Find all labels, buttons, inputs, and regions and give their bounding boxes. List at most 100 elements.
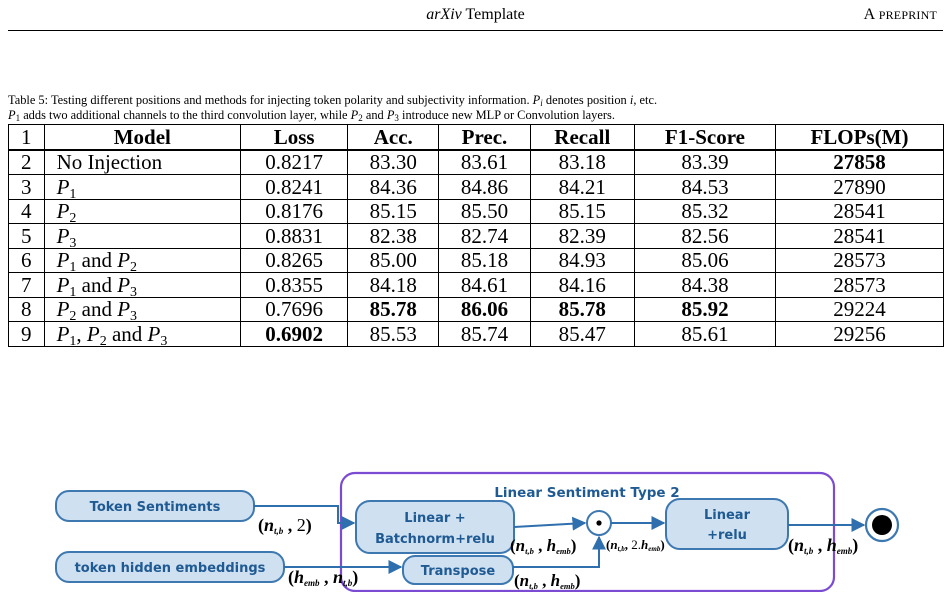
caption-line2b: introduce new MLP or Convolution layers. xyxy=(402,108,615,122)
transpose-label: Transpose xyxy=(421,564,496,579)
caption-line1: Table 5: Testing different positions and… xyxy=(8,93,530,107)
caption-line2a: adds two additional channels to the thir… xyxy=(23,108,348,122)
table-row: 2 No Injection 0.8217 83.30 83.61 83.18 … xyxy=(8,149,945,175)
row-model: P1 and P3 xyxy=(43,272,242,299)
running-title: arXiv Template xyxy=(8,6,943,24)
row-loss: 0.8217 xyxy=(240,149,349,175)
row-index: 2 xyxy=(8,149,45,175)
row-acc: 83.30 xyxy=(347,149,440,175)
shape-label-odot-out: (nt,b, 2.hemb) xyxy=(606,537,665,553)
table-row: 3 P1 0.8241 84.36 84.86 84.21 84.53 2789… xyxy=(8,174,945,201)
table-row: 7 P1 and P3 0.8355 84.18 84.61 84.16 84.… xyxy=(8,272,945,299)
table-header-row: 1 Model Loss Acc. Prec. Recall F1-Score … xyxy=(8,124,945,151)
row-index: 5 xyxy=(8,223,45,249)
caption-i-sub: i xyxy=(540,98,543,108)
caption-denotes: denotes position xyxy=(545,93,627,107)
row-flops: 28541 xyxy=(774,198,945,224)
row-recall: 84.21 xyxy=(529,174,636,200)
row-recall: 85.47 xyxy=(529,321,636,347)
svg-text:(nt,b, 2.hemb): (nt,b, 2.hemb) xyxy=(606,537,665,553)
odot-icon xyxy=(596,520,602,526)
preprint-label-a: A xyxy=(863,6,875,23)
shape-label-sentiments: (nt,b , 2) xyxy=(258,515,312,536)
row-flops: 28573 xyxy=(774,247,945,273)
row-f1: 84.38 xyxy=(634,272,776,298)
row-model: P3 xyxy=(43,223,242,250)
row-prec: 86.06 xyxy=(438,296,531,322)
group-title: Linear Sentiment Type 2 xyxy=(494,485,679,501)
arrow-transpose-to-odot xyxy=(513,535,606,568)
header-prec: Prec. xyxy=(438,124,531,151)
row-loss: 0.6902 xyxy=(240,321,349,347)
row-prec: 85.18 xyxy=(438,247,531,273)
row-loss: 0.8265 xyxy=(240,247,349,273)
row-f1: 85.32 xyxy=(634,198,776,224)
table-row: 5 P3 0.8831 82.38 82.74 82.39 82.56 2854… xyxy=(8,223,945,250)
row-index: 9 xyxy=(8,321,45,347)
row-recall: 85.78 xyxy=(529,296,636,322)
table-row: 9 P1, P2 and P3 0.6902 85.53 85.74 85.47… xyxy=(8,321,945,348)
row-flops: 29224 xyxy=(774,296,945,322)
row-model: No Injection xyxy=(43,149,242,175)
caption-and: and xyxy=(365,108,384,122)
row-model: P1 and P2 xyxy=(43,247,242,275)
row-recall: 84.93 xyxy=(529,247,636,273)
caption-etc: , etc. xyxy=(633,93,658,107)
row-recall: 83.18 xyxy=(529,149,636,175)
row-recall: 82.39 xyxy=(529,223,636,249)
row-recall: 85.15 xyxy=(529,198,636,224)
running-title-italic: arXiv xyxy=(426,6,462,23)
row-model: P1 xyxy=(43,174,242,201)
row-index: 6 xyxy=(8,247,45,273)
svg-text:(hemb , nt,b): (hemb , nt,b) xyxy=(288,567,358,588)
preprint-label: A PREPRINT xyxy=(864,6,937,24)
row-model: P2 xyxy=(43,198,242,226)
header-rule xyxy=(8,30,943,31)
caption-i: i xyxy=(629,93,634,107)
results-table: 1 Model Loss Acc. Prec. Recall F1-Score … xyxy=(8,124,945,348)
shape-label-output: (nt,b , hemb) xyxy=(788,535,858,556)
row-f1: 85.06 xyxy=(634,247,776,273)
output-node-icon xyxy=(872,515,892,535)
header-acc: Acc. xyxy=(347,124,440,151)
row-acc: 85.00 xyxy=(347,247,440,273)
shape-label-linear-out: (nt,b , hemb) xyxy=(510,536,576,556)
arrow-linear-to-odot xyxy=(513,516,587,531)
row-acc: 85.78 xyxy=(347,296,440,322)
linear-relu-line2: +relu xyxy=(707,528,747,543)
page-header: arXiv Template A PREPRINT xyxy=(8,6,943,30)
running-title-rest: Template xyxy=(465,6,525,23)
header-index: 1 xyxy=(8,124,45,151)
row-flops: 28541 xyxy=(774,223,945,249)
row-loss: 0.8831 xyxy=(240,223,349,249)
shape-label-embeddings: (hemb , nt,b) xyxy=(288,567,358,588)
row-acc: 82.38 xyxy=(347,223,440,249)
linear-batchnorm-line1: Linear + xyxy=(404,511,465,526)
row-loss: 0.8176 xyxy=(240,198,349,224)
row-loss: 0.8241 xyxy=(240,174,349,200)
svg-text:(nt,b , 2): (nt,b , 2) xyxy=(258,515,312,536)
row-prec: 85.50 xyxy=(438,198,531,224)
header-loss: Loss xyxy=(240,124,349,151)
row-flops: 27890 xyxy=(774,174,945,200)
table-row: 4 P2 0.8176 85.15 85.50 85.15 85.32 2854… xyxy=(8,198,945,226)
header-model: Model xyxy=(43,124,242,151)
row-acc: 85.53 xyxy=(347,321,440,347)
row-f1: 82.56 xyxy=(634,223,776,249)
row-f1: 84.53 xyxy=(634,174,776,200)
row-loss: 0.7696 xyxy=(240,296,349,322)
header-recall: Recall xyxy=(529,124,636,151)
row-f1: 83.39 xyxy=(634,149,776,175)
svg-text:(nt,b , hemb): (nt,b , hemb) xyxy=(788,535,858,556)
header-flops: FLOPs(M) xyxy=(774,124,945,151)
row-model: P1, P2 and P3 xyxy=(43,321,242,348)
row-flops: 27858 xyxy=(774,149,945,175)
group-container xyxy=(339,471,836,592)
row-loss: 0.8355 xyxy=(240,272,349,298)
row-index: 8 xyxy=(8,296,45,322)
header-f1: F1-Score xyxy=(634,124,776,151)
row-recall: 84.16 xyxy=(529,272,636,298)
table-row: 6 P1 and P2 0.8265 85.00 85.18 84.93 85.… xyxy=(8,247,945,275)
linear-batchnorm-line2: Batchnorm+relu xyxy=(375,532,495,547)
row-prec: 83.61 xyxy=(438,149,531,175)
